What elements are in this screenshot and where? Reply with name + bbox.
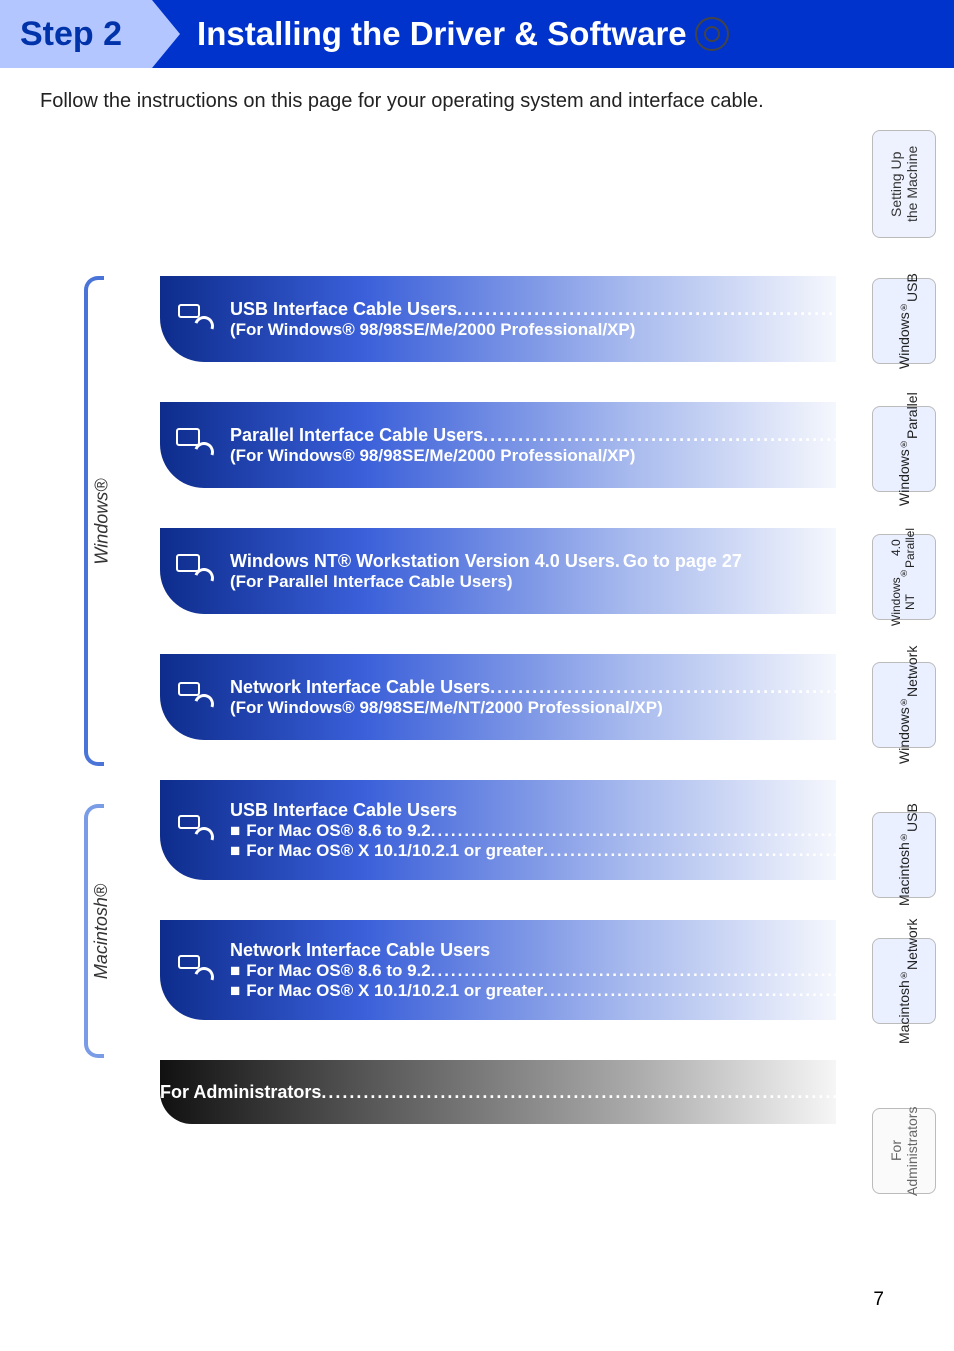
tab-mac-network[interactable]: Macintosh®Network (872, 938, 936, 1024)
option-bullet-line: ■ For Mac OS® 8.6 to 9.2 Go to page 32 (230, 821, 836, 841)
windows-bracket: Windows® (84, 276, 120, 766)
option-sub: (For Windows® 98/98SE/Me/2000 Profession… (230, 320, 836, 340)
network-cable-icon (172, 947, 218, 993)
dots (457, 299, 836, 320)
option-body: For Administrators Go to page 40 (160, 1082, 836, 1103)
option-title-left: Parallel Interface Cable Users (230, 425, 483, 446)
option-bullet-line: ■ For Mac OS® X 10.1/10.2.1 or greater G… (230, 981, 836, 1001)
option-body: Network Interface Cable Users ■ For Mac … (230, 940, 836, 1001)
option-body: Network Interface Cable Users Go to page… (230, 677, 836, 718)
page-title: Installing the Driver & Software (197, 15, 687, 53)
dots (321, 1082, 836, 1103)
bracket-windows-label: Windows® (92, 478, 113, 564)
dots (543, 981, 836, 1001)
bullet-icon: ■ (230, 961, 240, 981)
dots (431, 821, 836, 841)
option-title-right: Go to page 27 (623, 551, 742, 572)
bullet-left: For Mac OS® 8.6 to 9.2 (246, 821, 430, 841)
option-body: USB Interface Cable Users Go to page 8 (… (230, 299, 836, 340)
tab-administrators[interactable]: ForAdministrators (872, 1108, 936, 1194)
dots (490, 677, 836, 698)
option-title-line: USB Interface Cable Users Go to page 8 (230, 299, 836, 320)
usb-cable-icon (172, 807, 218, 853)
step-badge: Step 2 (0, 0, 152, 68)
option-sub: (For Windows® 98/98SE/Me/2000 Profession… (230, 446, 836, 466)
tab-windows-usb[interactable]: Windows®USB (872, 278, 936, 364)
bullet-left: For Mac OS® 8.6 to 9.2 (246, 961, 430, 981)
step-header: Step 2 Installing the Driver & Software (0, 0, 954, 68)
option-title-left: Network Interface Cable Users (230, 677, 490, 698)
admin-left: For Administrators (160, 1082, 321, 1103)
tab-mac-usb[interactable]: Macintosh®USB (872, 812, 936, 898)
tab-windows-parallel[interactable]: Windows®Parallel (872, 406, 936, 492)
option-title-left: USB Interface Cable Users (230, 299, 457, 320)
mac-bracket: Macintosh® (84, 804, 120, 1058)
network-cable-icon (172, 674, 218, 720)
option-sub: (For Windows® 98/98SE/Me/NT/2000 Profess… (230, 698, 836, 718)
parallel-cable-icon (172, 422, 218, 468)
tab-windows-nt[interactable]: WindowsNT® 4.0Parallel (872, 534, 936, 620)
option-network-windows[interactable]: Network Interface Cable Users Go to page… (160, 654, 836, 740)
dots (483, 425, 836, 446)
option-nt-windows[interactable]: Windows NT® Workstation Version 4.0 User… (160, 528, 836, 614)
bullet-icon: ■ (230, 821, 240, 841)
option-body: Parallel Interface Cable Users Go to pag… (230, 425, 836, 466)
dots (615, 551, 623, 572)
dots (543, 841, 836, 861)
bullet-left: For Mac OS® X 10.1/10.2.1 or greater (246, 981, 543, 1001)
bullet-left: For Mac OS® X 10.1/10.2.1 or greater (246, 841, 543, 861)
option-title-left: Windows NT® Workstation Version 4.0 User… (230, 551, 615, 572)
page-number: 7 (873, 1289, 884, 1311)
option-heading: Network Interface Cable Users (230, 940, 836, 961)
bullet-icon: ■ (230, 841, 240, 861)
option-heading: USB Interface Cable Users (230, 800, 836, 821)
cd-icon (695, 17, 729, 51)
bullet-icon: ■ (230, 981, 240, 1001)
option-usb-windows[interactable]: USB Interface Cable Users Go to page 8 (… (160, 276, 836, 362)
step-label: Step 2 (20, 15, 122, 54)
dots (431, 961, 836, 981)
option-network-mac[interactable]: Network Interface Cable Users ■ For Mac … (160, 920, 836, 1020)
tab-setup[interactable]: Setting Upthe Machine (872, 130, 936, 238)
option-bullet-line: ■ For Mac OS® 8.6 to 9.2 Go to page 36 (230, 961, 836, 981)
option-sub: (For Parallel Interface Cable Users) (230, 572, 820, 592)
option-usb-mac[interactable]: USB Interface Cable Users ■ For Mac OS® … (160, 780, 836, 880)
option-title-line: For Administrators Go to page 40 (160, 1082, 836, 1103)
option-parallel-windows[interactable]: Parallel Interface Cable Users Go to pag… (160, 402, 836, 488)
option-body: USB Interface Cable Users ■ For Mac OS® … (230, 800, 836, 861)
usb-cable-icon (172, 296, 218, 342)
side-tabs: Setting Upthe Machine Windows®USB Window… (872, 130, 936, 260)
content-area: Windows® USB Interface Cable Users Go to… (90, 276, 850, 1164)
intro-text: Follow the instructions on this page for… (40, 90, 954, 113)
tab-windows-network[interactable]: Windows®Network (872, 662, 936, 748)
option-administrators[interactable]: For Administrators Go to page 40 (160, 1060, 836, 1124)
option-body: Windows NT® Workstation Version 4.0 User… (230, 551, 836, 592)
parallel-cable-icon (172, 548, 218, 594)
bracket-mac-label: Macintosh® (92, 883, 113, 978)
option-title-line: Parallel Interface Cable Users Go to pag… (230, 425, 836, 446)
option-bullet-line: ■ For Mac OS® X 10.1/10.2.1 or greater G… (230, 841, 836, 861)
option-title-line: Network Interface Cable Users Go to page… (230, 677, 836, 698)
option-title-line: Windows NT® Workstation Version 4.0 User… (230, 551, 820, 572)
